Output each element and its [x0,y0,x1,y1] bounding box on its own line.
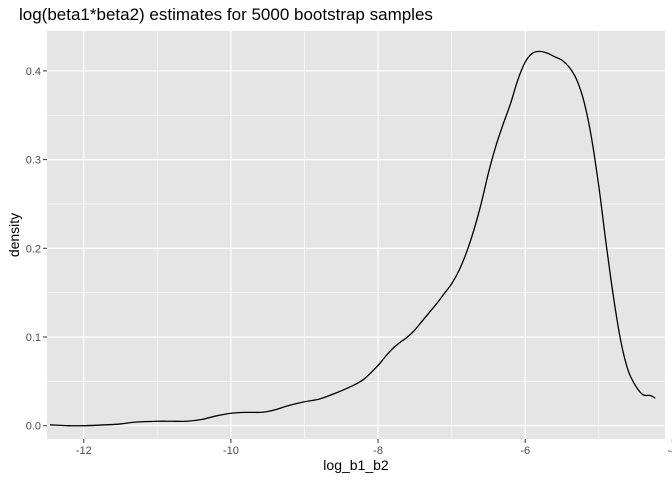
x-tick-label: -4 [667,445,672,457]
x-axis-title: log_b1_b2 [323,457,389,473]
x-tick-label: -12 [76,445,92,457]
y-axis-title: density [6,213,22,257]
x-tick-label: -10 [223,445,239,457]
major-gridlines [47,31,672,439]
y-tick-label: 0.2 [26,243,41,255]
x-tick-label: -6 [520,445,530,457]
y-tick-label: 0.1 [26,332,41,344]
chart-title: log(beta1*beta2) estimates for 5000 boot… [19,5,433,24]
y-tick-label: 0.3 [26,155,41,167]
x-axis: -12 -10 -8 -6 -4 [76,439,672,457]
x-tick-label: -8 [373,445,383,457]
y-tick-label: 0.0 [26,421,41,433]
density-line [49,50,656,427]
y-axis: 0.0 0.1 0.2 0.3 0.4 [26,66,47,433]
plot-panel [47,31,665,439]
y-tick-label: 0.4 [26,66,41,78]
series-layer [49,50,656,427]
minor-gridlines [47,31,665,439]
